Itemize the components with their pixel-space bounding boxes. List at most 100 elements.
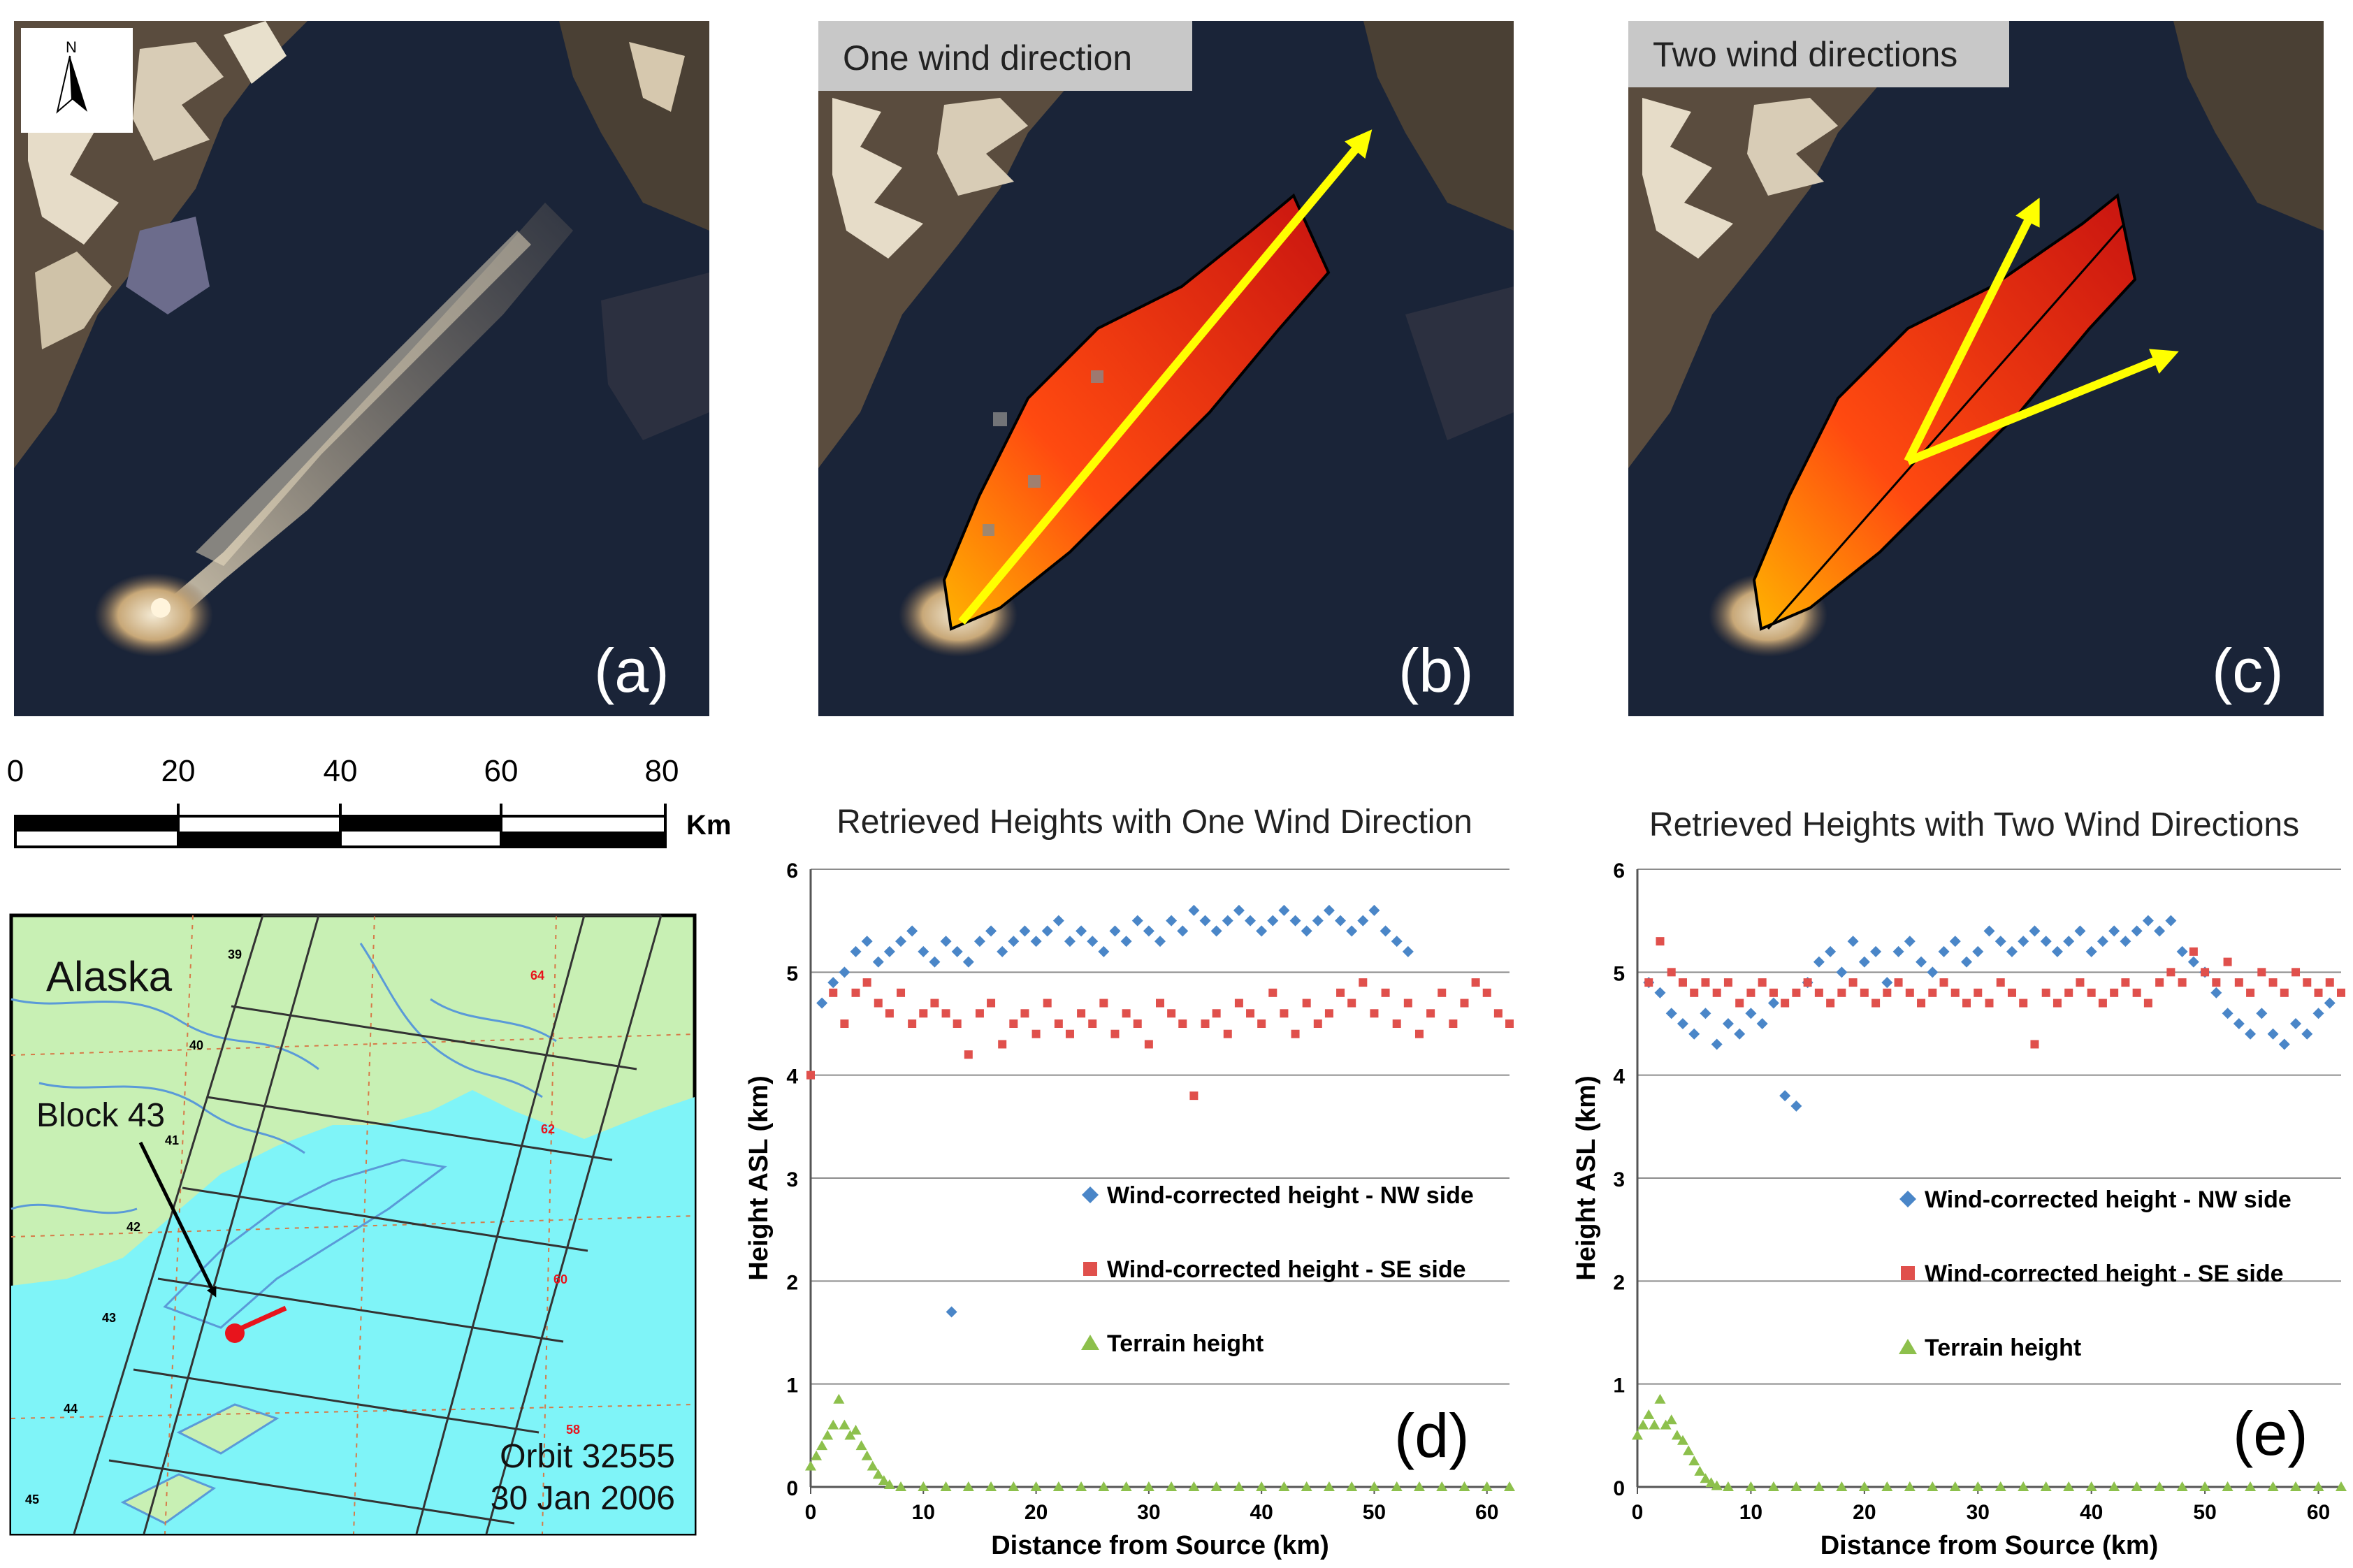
terrain-height-point: [895, 1481, 907, 1491]
nw-height-point: [1847, 936, 1859, 948]
nw-height-point: [2256, 1008, 2268, 1019]
se-height-point: [2076, 978, 2085, 987]
terrain-height-point: [1323, 1481, 1335, 1491]
y-tick-label: 1: [1613, 1374, 1625, 1398]
panel-c-letter: (c): [2212, 636, 2284, 705]
nw-height-point: [1154, 936, 1166, 948]
se-height-point: [1065, 1029, 1074, 1038]
nw-height-point: [2165, 915, 2177, 927]
terrain-height-point: [1881, 1481, 1893, 1491]
panel-b-letter: (b): [1398, 636, 1474, 705]
nw-height-point: [1858, 956, 1870, 968]
terrain-height-point: [878, 1475, 890, 1486]
nw-height-point: [2120, 936, 2131, 948]
terrain-height-point: [1813, 1481, 1825, 1491]
nw-height-point: [1143, 925, 1154, 937]
se-height-point: [1426, 1009, 1435, 1018]
se-height-point: [987, 999, 996, 1008]
nw-height-point: [2108, 925, 2120, 937]
x-axis-label: Distance from Source (km): [1820, 1531, 2159, 1560]
nw-height-point: [1722, 1018, 1734, 1029]
nw-height-point: [2267, 1028, 2279, 1040]
x-tick-label: 0: [805, 1501, 817, 1524]
nw-height-point: [1064, 936, 1076, 948]
se-height-point: [1482, 988, 1491, 997]
x-tick-label: 50: [1363, 1501, 1386, 1524]
se-height-point: [851, 988, 860, 997]
legend-label: Terrain height: [1107, 1330, 1264, 1357]
block-number: 45: [25, 1493, 39, 1507]
se-height-point: [840, 1019, 849, 1028]
nw-height-point: [2324, 997, 2336, 1009]
wind-direction-arrow: [958, 129, 1373, 625]
se-height-point: [1746, 988, 1755, 997]
se-height-point: [1201, 1019, 1210, 1028]
chart-e: Retrieved Heights with Two Wind Directio…: [1572, 806, 2347, 1560]
se-height-point: [2292, 968, 2301, 977]
panel-c-title: Two wind directions: [1653, 35, 1957, 74]
terrain-height-point: [2290, 1481, 2302, 1491]
se-height-point: [953, 1019, 962, 1028]
se-height-point: [2178, 978, 2187, 987]
legend-marker: [1899, 1191, 1916, 1207]
se-height-point: [2143, 999, 2152, 1008]
nw-height-point: [1199, 915, 1211, 927]
nw-height-point: [861, 936, 873, 948]
se-height-point: [1268, 988, 1277, 997]
se-height-point: [1189, 1091, 1199, 1101]
terrain-height-point: [2312, 1481, 2324, 1491]
se-height-point: [1156, 999, 1164, 1008]
se-height-point: [2019, 999, 2028, 1008]
se-height-point: [874, 999, 883, 1008]
nw-height-point: [1076, 925, 1087, 937]
terrain-height-point: [2018, 1481, 2029, 1491]
terrain-height-point: [1481, 1481, 1493, 1491]
terrain-height-point: [1436, 1481, 1448, 1491]
y-tick-label: 5: [786, 962, 798, 985]
x-tick-label: 60: [1475, 1501, 1498, 1524]
nw-height-point: [1222, 915, 1233, 927]
terrain-height-point: [1654, 1393, 1666, 1404]
se-height-point: [862, 978, 871, 987]
nw-height-point: [872, 956, 884, 968]
block-number: 42: [126, 1220, 140, 1234]
scale-tick-label: 40: [324, 754, 358, 788]
terrain-height-point: [861, 1450, 873, 1460]
se-height-point: [1438, 988, 1447, 997]
se-height-point: [829, 988, 838, 997]
y-tick-label: 6: [1613, 859, 1625, 883]
se-height-point: [1359, 978, 1368, 987]
nw-height-point: [2063, 936, 2075, 948]
se-height-point: [885, 1009, 894, 1018]
se-height-point: [1792, 988, 1801, 997]
terrain-height-point: [2131, 1481, 2143, 1491]
se-height-point: [1246, 1009, 1255, 1018]
block-number: 39: [228, 948, 242, 961]
scale-tick-label: 80: [645, 754, 679, 788]
se-height-point: [1712, 988, 1721, 997]
legend-marker: [1081, 1335, 1099, 1350]
terrain-height-point: [1949, 1481, 1961, 1491]
se-height-point: [1644, 978, 1653, 987]
terrain-height-point: [2108, 1481, 2120, 1491]
nw-height-point: [1131, 915, 1143, 927]
nw-height-point: [1368, 904, 1380, 916]
legend-label: Wind-corrected height - SE side: [1107, 1256, 1466, 1283]
block-number: 44: [64, 1402, 78, 1416]
terrain-height-point: [1688, 1456, 1700, 1466]
panel-letter: (e): [2233, 1399, 2308, 1468]
nw-height-point: [2154, 925, 2166, 937]
terrain-height-point: [1391, 1481, 1403, 1491]
se-height-point: [1894, 978, 1903, 987]
nw-height-point: [2142, 915, 2154, 927]
se-height-point: [908, 1019, 917, 1028]
terrain-height-point: [940, 1481, 952, 1491]
se-height-point: [2280, 988, 2289, 997]
path-number: 64: [530, 968, 544, 982]
wind-direction-arrow-nw: [1904, 197, 2040, 463]
nw-height-point: [1790, 1100, 1802, 1112]
terrain-height-point: [1346, 1481, 1358, 1491]
nw-height-point: [1836, 966, 1848, 978]
panel-a-image: N (a): [14, 21, 709, 716]
y-tick-label: 5: [1613, 962, 1625, 985]
